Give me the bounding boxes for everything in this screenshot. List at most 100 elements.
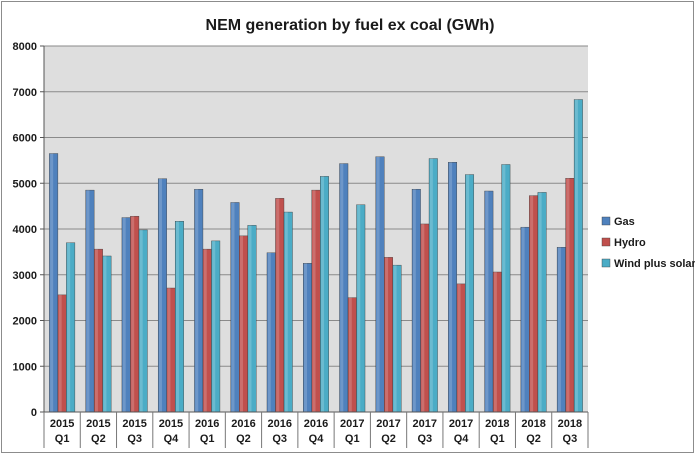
x-tick-label-quarter: Q1 (490, 433, 505, 445)
x-tick-label-quarter: Q2 (381, 433, 396, 445)
x-tick-label-year: 2018 (521, 418, 545, 430)
bar (484, 190, 494, 413)
bar (375, 156, 385, 413)
bar (239, 235, 248, 413)
chart-title: NEM generation by fuel ex coal (GWh) (206, 17, 495, 34)
y-tick-label: 3000 (13, 270, 37, 282)
bar (49, 153, 59, 413)
bar (448, 162, 458, 413)
bar (356, 204, 366, 413)
legend-label: Gas (614, 216, 635, 228)
x-tick-label-year: 2018 (485, 418, 509, 430)
x-tick-label-year: 2016 (267, 418, 291, 430)
bar (573, 99, 583, 413)
x-tick-label-quarter: Q1 (200, 433, 215, 445)
x-tick-label-year: 2015 (50, 418, 74, 430)
legend-swatch (601, 258, 611, 268)
x-tick-label-year: 2018 (558, 418, 582, 430)
bar (85, 189, 95, 413)
x-tick-label-year: 2016 (304, 418, 328, 430)
bar (202, 248, 212, 413)
x-tick-label-year: 2016 (231, 418, 255, 430)
y-tick-label: 0 (31, 407, 37, 419)
y-tick-label: 8000 (13, 41, 37, 53)
bars (49, 99, 583, 413)
x-tick-label-quarter: Q1 (55, 433, 70, 445)
bar (529, 195, 539, 413)
legend-item: Gas (601, 216, 635, 228)
bar (138, 229, 148, 413)
bar (392, 264, 402, 413)
bar (347, 297, 357, 413)
bar (556, 247, 566, 413)
x-tick-label-quarter: Q4 (309, 433, 325, 445)
x-axis-ticks: 2015 Q1 2015 Q2 2015 Q3 2015 Q4 2016 Q1 2016 Q2 2016… (43, 412, 589, 448)
bar (384, 257, 393, 413)
legend-item: Hydro (601, 237, 646, 249)
axes (43, 46, 588, 413)
x-tick-label-quarter: Q4 (164, 433, 180, 445)
bar (565, 178, 575, 413)
bar (121, 217, 131, 413)
bar (456, 283, 466, 413)
bar (311, 189, 321, 413)
bar (492, 271, 502, 413)
bar (283, 211, 293, 413)
x-tick-label-quarter: Q1 (345, 433, 360, 445)
legend-label: Hydro (614, 237, 646, 249)
y-tick-label: 1000 (13, 361, 37, 373)
x-tick-label-quarter: Q2 (91, 433, 106, 445)
legend-item: Wind plus solar (601, 258, 695, 270)
bar (275, 198, 285, 413)
bar (66, 242, 76, 413)
bar (93, 248, 103, 413)
x-tick-label-quarter: Q4 (454, 433, 470, 445)
bar (266, 252, 276, 413)
bar (102, 255, 112, 413)
y-tick-label: 2000 (13, 316, 37, 328)
y-tick-label: 7000 (13, 87, 37, 99)
x-tick-label-quarter: Q3 (417, 433, 432, 445)
bar (174, 221, 184, 413)
x-tick-label-year: 2017 (449, 418, 473, 430)
x-tick-label-year: 2015 (86, 418, 110, 430)
legend-swatch (601, 237, 611, 247)
y-tick-label: 4000 (13, 224, 37, 236)
legend-label: Wind plus solar (614, 258, 695, 270)
bar (339, 163, 349, 413)
bar (465, 174, 475, 413)
bar (520, 226, 530, 413)
bar (211, 240, 221, 413)
x-tick-label-quarter: Q3 (272, 433, 287, 445)
x-tick-label-year: 2015 (159, 418, 183, 430)
bar (194, 188, 204, 413)
y-tick-label: 6000 (13, 133, 37, 145)
x-tick-label-year: 2017 (413, 418, 437, 430)
bar (247, 225, 257, 413)
x-tick-label-year: 2015 (122, 418, 146, 430)
legend-swatch (601, 216, 611, 226)
bar (166, 287, 176, 413)
x-tick-label-quarter: Q3 (127, 433, 142, 445)
bar (428, 158, 438, 413)
x-tick-label-quarter: Q2 (236, 433, 251, 445)
bar (537, 192, 547, 413)
x-tick-label-quarter: Q3 (563, 433, 578, 445)
bar (303, 263, 312, 413)
x-tick-label-year: 2017 (340, 418, 364, 430)
bar (230, 202, 240, 413)
bar (501, 164, 511, 413)
bar (57, 294, 67, 413)
bar (411, 188, 421, 413)
bar (157, 178, 167, 413)
x-tick-label-quarter: Q2 (526, 433, 541, 445)
x-tick-label-year: 2017 (376, 418, 400, 430)
bar (130, 215, 140, 413)
legend: Gas Hydro Wind plus solar (601, 216, 695, 270)
y-axis-ticks: 0 1000 2000 3000 4000 5000 6000 7000 8000 (13, 41, 44, 419)
y-tick-label: 5000 (13, 178, 37, 190)
bar (320, 176, 329, 413)
bar (420, 223, 430, 413)
